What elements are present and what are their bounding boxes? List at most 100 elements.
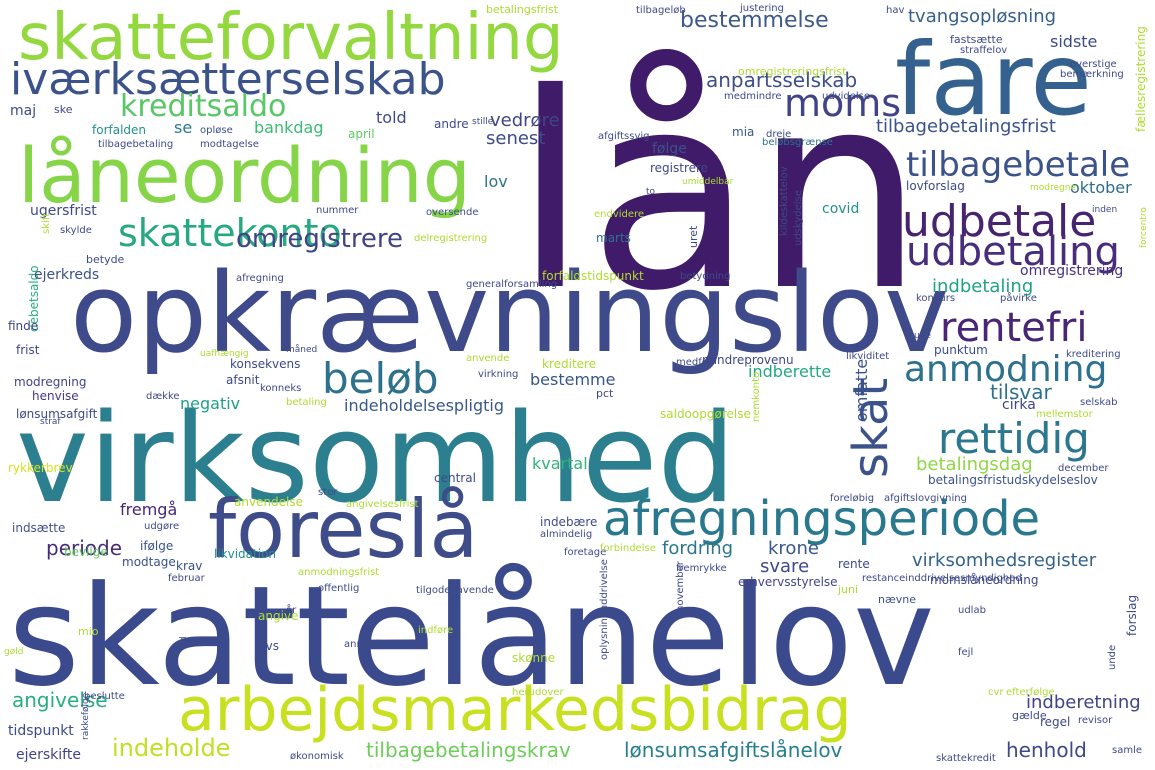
word: forfalden (92, 123, 147, 137)
word: låneordning (18, 131, 471, 220)
word: afgiftslovgivning (884, 493, 967, 504)
word: foreslå (208, 483, 479, 576)
word: betaling (286, 397, 327, 408)
word: negativ (180, 394, 241, 413)
word: forfaldstidspunkt (542, 269, 644, 283)
word: andre (434, 117, 469, 131)
word: frist (16, 343, 40, 357)
word: udgøre (144, 521, 180, 532)
word: offentlig (318, 583, 360, 594)
word: uafhængig (200, 349, 249, 359)
word: konkurs (916, 293, 956, 304)
word: skatteforvaltning (18, 1, 564, 75)
word: stor (318, 487, 338, 498)
word: mellemstor (1036, 409, 1093, 420)
word: skift (41, 212, 52, 234)
word: cvr (988, 687, 1004, 698)
word: fejl (958, 647, 974, 658)
word: afsnit (226, 373, 260, 387)
word: anvende (466, 353, 510, 364)
word: år (286, 605, 297, 616)
word: betalingsfrist (486, 3, 559, 16)
word: likviditet (846, 351, 890, 362)
word: senest (486, 128, 546, 149)
word: udbetale (902, 196, 1097, 247)
word: betydning (680, 271, 731, 282)
word: restanceinddrivelsesmyndighed (862, 573, 1022, 584)
word: indberetning (1026, 692, 1141, 713)
word: likvidation (214, 547, 277, 561)
word: rakkefølge (81, 692, 91, 740)
word: tidspunkt (8, 723, 74, 739)
word: overstige (1070, 59, 1117, 70)
word: rente (838, 557, 870, 571)
word: modtage (122, 555, 176, 569)
word: anvendelse (234, 495, 304, 509)
word: udvidelse (822, 91, 871, 102)
word: moms (784, 81, 902, 125)
word: virksomhedsregister (912, 550, 1097, 571)
word: betyde (86, 253, 125, 266)
word: nævne (878, 593, 917, 606)
word: skattekredit (936, 753, 996, 764)
word: tilbageløb (636, 5, 686, 16)
word: almindelig (540, 529, 593, 540)
word: tilbagebetale (906, 145, 1131, 185)
word: oplysning (599, 611, 610, 660)
word: tilsvar (990, 380, 1052, 404)
word: rettidig (938, 414, 1090, 463)
word: omregistreringsfrist (738, 65, 847, 78)
word: udskydelse (793, 190, 804, 246)
word: skattelånelov (8, 556, 935, 717)
word: maj (10, 103, 37, 119)
word: december (1058, 463, 1109, 474)
word: generalforsamling (466, 279, 558, 290)
word: dreje (766, 129, 792, 140)
word: anmode (344, 639, 385, 650)
word: tilbagebetalingsfrist (876, 116, 1056, 137)
word: omfatte (852, 358, 871, 422)
word: pct (596, 387, 614, 400)
word: henhold (1006, 738, 1087, 762)
word: påvirke (1000, 293, 1037, 304)
word: lov (484, 172, 508, 191)
word: indberette (748, 362, 832, 381)
word: stille (472, 117, 494, 127)
word: erhvervsstyrelse (738, 575, 838, 589)
word: svare (760, 556, 810, 577)
word: oktober (1070, 178, 1132, 197)
word: afregning (236, 273, 284, 284)
word: anpartsselskab (706, 68, 858, 92)
word: konsekvens (230, 357, 301, 371)
word: vid (179, 636, 189, 650)
word: mio (78, 625, 99, 638)
word: anmodningsfrist (298, 567, 380, 578)
word: ejerskifte (16, 747, 81, 763)
word: udbetaling (906, 229, 1120, 275)
word: lovforslag (906, 179, 965, 193)
word: virksomhed (16, 388, 736, 531)
word: ugersfrist (30, 203, 97, 219)
word: kvartal (532, 454, 588, 473)
word: foretage (564, 547, 607, 558)
word: skylde (60, 225, 92, 236)
word: regel (1040, 715, 1071, 729)
word: indsætte (12, 521, 66, 535)
word: ifølge (140, 539, 174, 553)
word: efterfølge (1006, 687, 1055, 698)
word: fremrykke (676, 563, 727, 574)
word: betalingsfristudskydelseslov (928, 473, 1098, 487)
word: modregne (1030, 183, 1076, 193)
word: beløbsgrænse (762, 137, 833, 148)
word: saldoopgørelse (660, 407, 751, 421)
word: skønne (512, 651, 556, 665)
word: forbindelse (600, 543, 656, 554)
word: kreditering (1066, 349, 1121, 360)
word: konneks (260, 383, 302, 394)
word: dvs (258, 639, 279, 653)
word: kreditsaldo (120, 89, 287, 124)
word: omregistrering (1020, 263, 1124, 279)
word: finde (8, 319, 39, 333)
word: modtagelse (200, 139, 259, 150)
